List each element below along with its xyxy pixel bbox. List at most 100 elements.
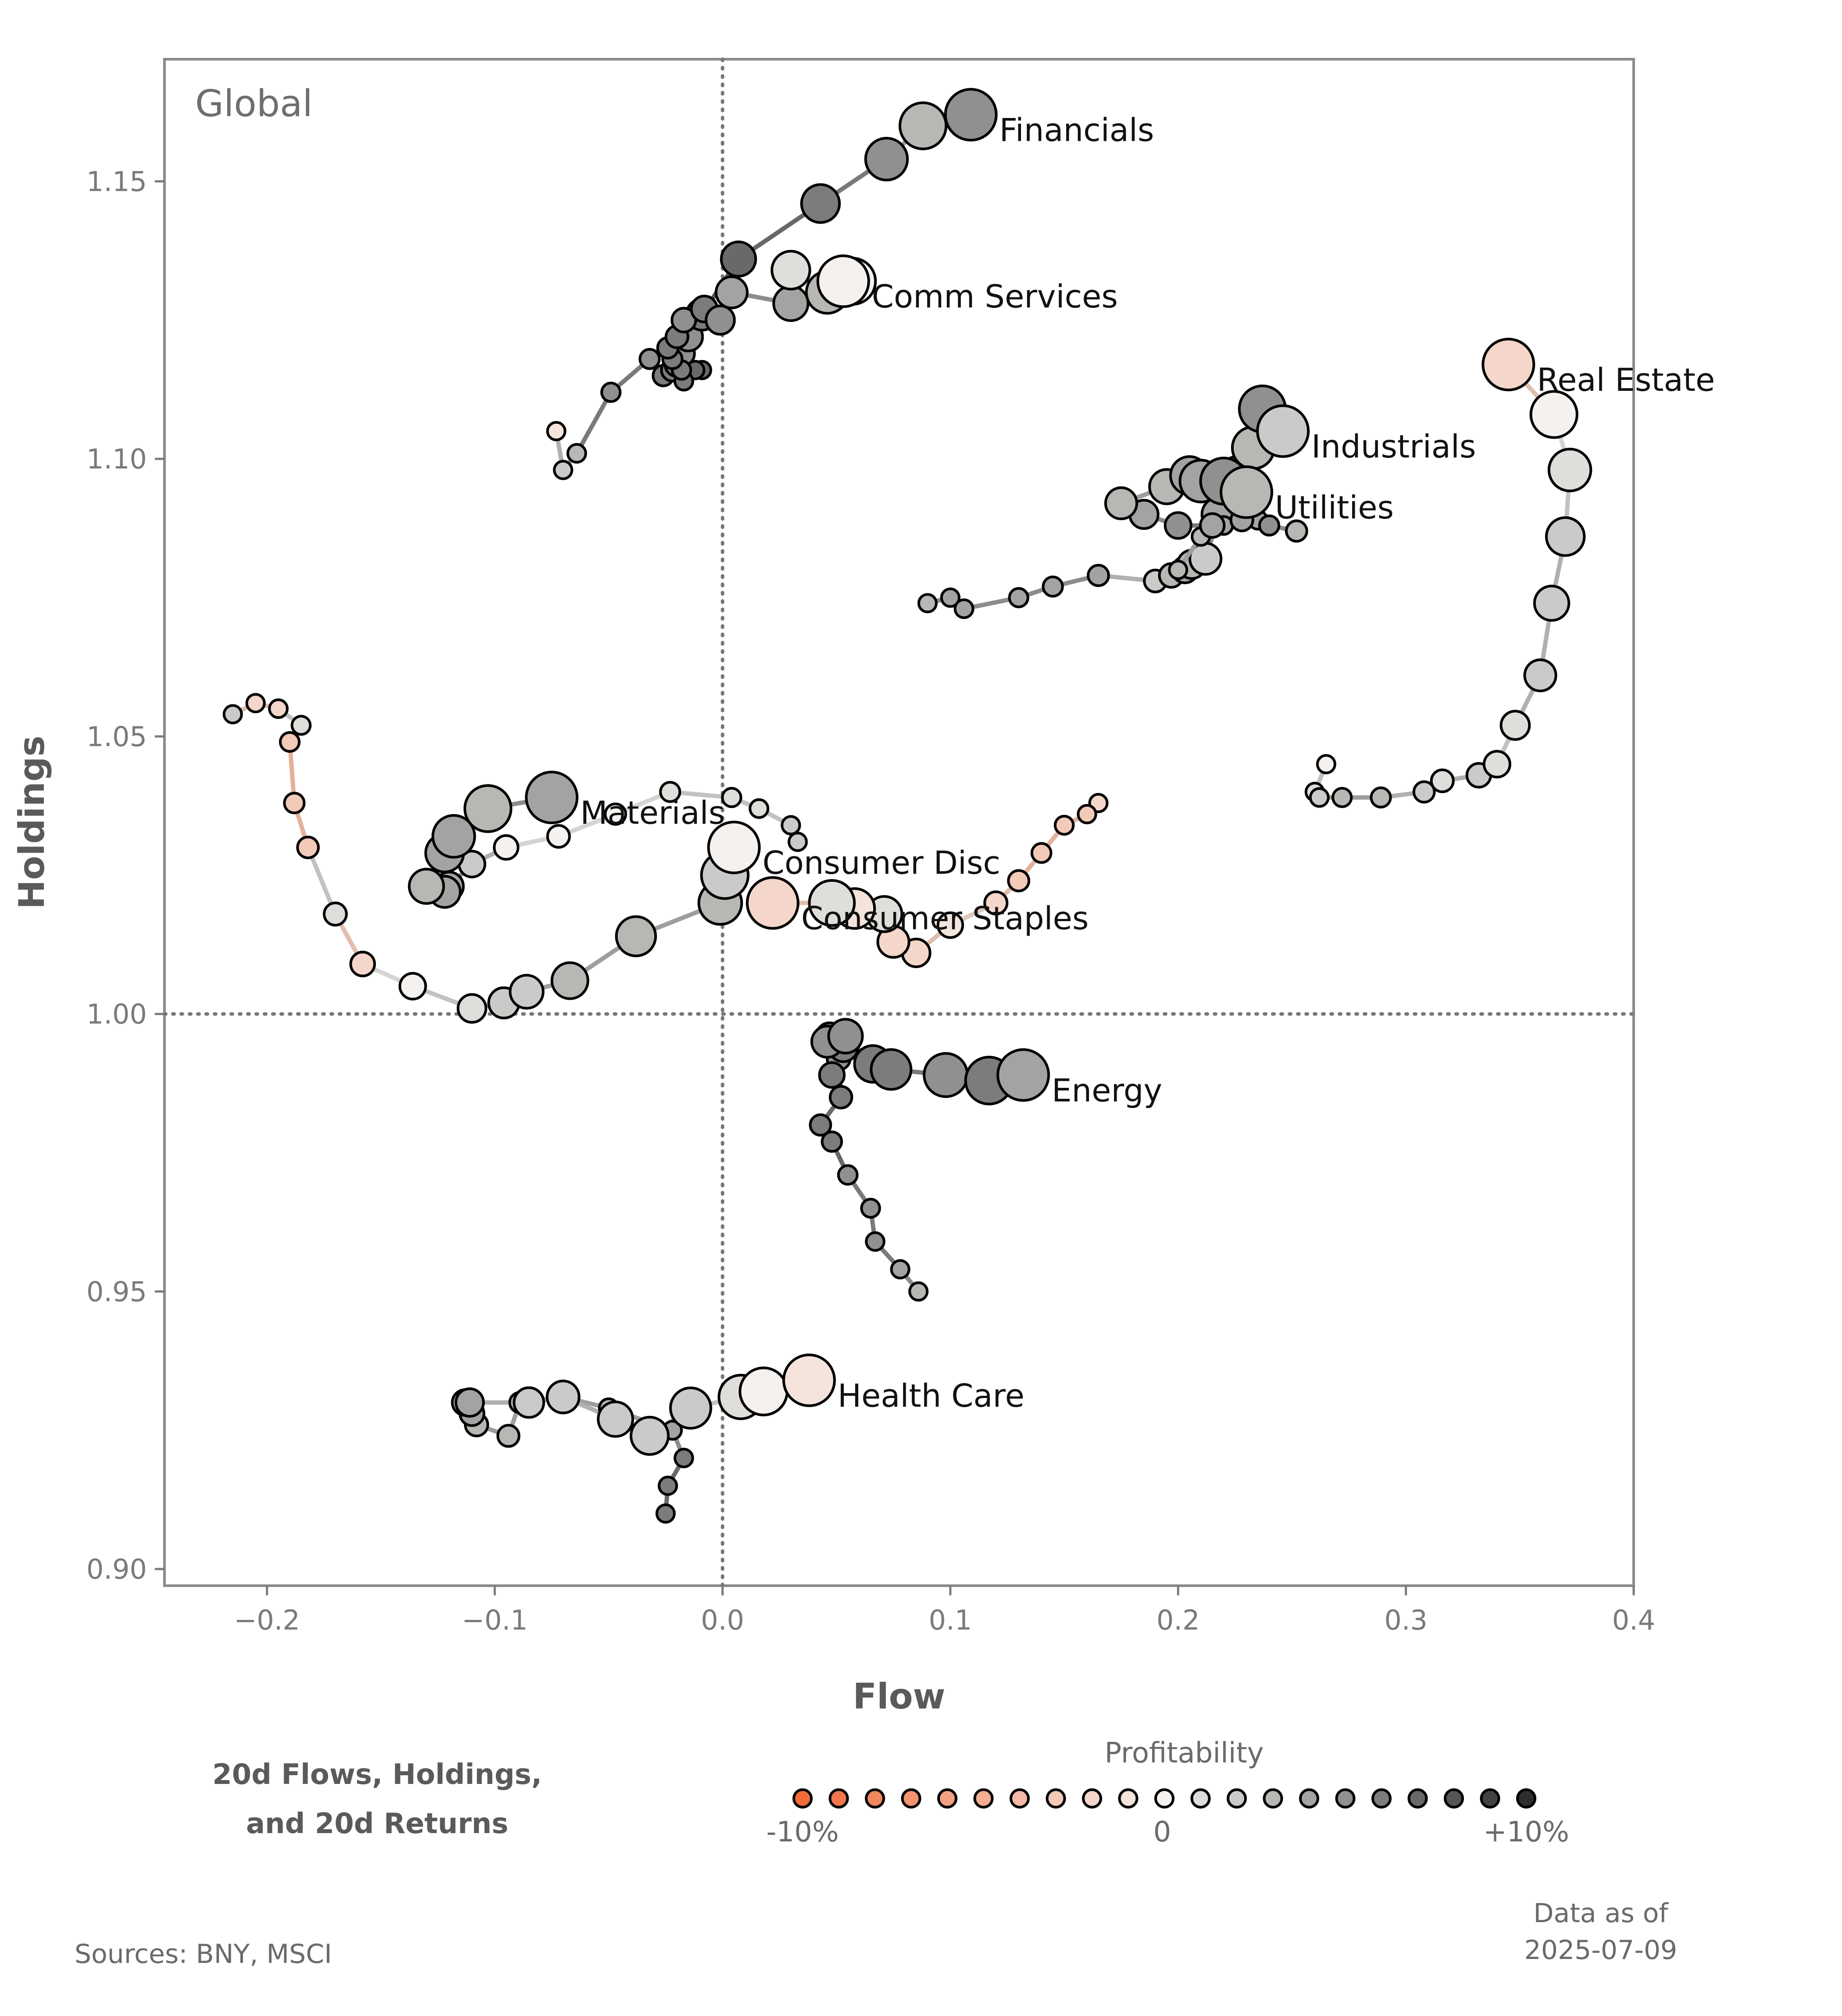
data-point <box>454 1387 485 1418</box>
legend-dot <box>1444 1788 1464 1809</box>
data-point <box>493 834 520 861</box>
data-point <box>898 101 948 150</box>
y-tick-label: 1.05 <box>86 721 147 753</box>
legend-dot <box>1010 1788 1030 1809</box>
series-label: Utilities <box>1275 489 1394 526</box>
data-point <box>864 137 909 182</box>
data-point <box>673 1448 694 1469</box>
data-point <box>1545 516 1586 557</box>
data-point <box>782 1353 836 1407</box>
data-point <box>1309 787 1330 808</box>
data-point <box>1430 769 1455 794</box>
data-point <box>279 731 301 753</box>
x-tick-label: 0.1 <box>929 1604 972 1636</box>
data-point <box>398 972 427 1001</box>
data-point <box>546 1380 581 1415</box>
data-point <box>1316 754 1336 775</box>
x-tick-label: 0.4 <box>1612 1604 1656 1636</box>
legend-dot <box>1335 1788 1356 1809</box>
legend-title: Profitability <box>1104 1737 1264 1769</box>
data-point <box>809 1113 832 1137</box>
data-point <box>596 1400 634 1438</box>
data-point <box>714 275 749 310</box>
legend-dot <box>1299 1788 1319 1809</box>
subtitle-line-1: 20d Flows, Holdings, <box>212 1759 542 1791</box>
data-point <box>1523 658 1557 693</box>
series-label: Consumer Disc <box>762 844 1000 881</box>
legend-dot <box>1371 1788 1392 1809</box>
data-point <box>659 781 682 803</box>
data-point <box>629 1415 670 1456</box>
data-point <box>1533 584 1571 622</box>
series-consumer-staples: Consumer Staples <box>746 793 1109 968</box>
legend-dot <box>973 1788 994 1809</box>
y-tick-label: 0.95 <box>86 1276 147 1308</box>
data-point <box>746 876 800 930</box>
legend-dot <box>1227 1788 1247 1809</box>
data-point <box>720 240 757 278</box>
data-point <box>771 250 811 291</box>
x-tick-label: 0.2 <box>1157 1604 1200 1636</box>
series-label: Health Care <box>838 1377 1025 1414</box>
data-point <box>509 974 545 1010</box>
data-point <box>222 704 243 725</box>
legend-label-min: -10% <box>766 1816 839 1848</box>
legend-dot <box>1263 1788 1283 1809</box>
series-consumer-disc: Consumer Disc <box>222 693 1000 1024</box>
data-point <box>1030 842 1053 864</box>
data-point <box>870 1048 913 1091</box>
data-point <box>550 961 589 1000</box>
chart-title: Global <box>195 82 313 125</box>
legend-dot <box>1082 1788 1102 1809</box>
data-point <box>1053 815 1075 836</box>
y-tick-label: 1.15 <box>86 165 147 197</box>
data-point <box>781 815 801 836</box>
data-point <box>496 1424 521 1448</box>
series-label: Comm Services <box>872 278 1118 315</box>
data-point <box>707 820 761 874</box>
legend-dot <box>1407 1788 1428 1809</box>
data-point <box>615 915 657 958</box>
data-point <box>566 443 587 464</box>
data-point <box>1482 750 1511 779</box>
data-point <box>749 798 770 819</box>
data-point <box>600 382 622 403</box>
series-materials: Materials <box>408 771 808 909</box>
data-point <box>1199 512 1226 539</box>
data-point <box>936 911 964 939</box>
data-point <box>800 183 841 224</box>
as-of-label: Data as of <box>1533 1898 1668 1929</box>
x-tick-label: −0.2 <box>234 1604 300 1636</box>
legend-dot <box>1480 1788 1500 1809</box>
data-point <box>268 698 289 719</box>
legend-dot <box>1154 1788 1174 1809</box>
data-point <box>818 1061 846 1089</box>
plot-area: −0.2 −0.1 0.0 0.1 0.2 0.3 0.4 0.90 0.95 1.00 1.05 1… <box>11 57 1715 1717</box>
data-point <box>1220 465 1274 519</box>
data-point <box>290 715 312 736</box>
data-point <box>546 824 571 849</box>
data-point <box>603 802 627 826</box>
data-point <box>721 786 743 808</box>
data-point <box>1007 869 1031 893</box>
data-as-of: Data as of 2025-07-09 <box>1447 1895 1754 1969</box>
legend-label-mid: 0 <box>1153 1816 1171 1848</box>
data-point <box>1104 486 1138 520</box>
data-point <box>655 1503 676 1524</box>
data-point <box>940 587 960 608</box>
series-real-estate: Real Estate <box>1304 338 1715 809</box>
data-point <box>1499 710 1531 741</box>
series-label: Industrials <box>1311 428 1476 465</box>
data-point <box>1258 514 1281 537</box>
trail-segment <box>575 390 613 456</box>
data-point <box>1412 780 1436 804</box>
series-label: Real Estate <box>1537 361 1715 398</box>
data-point <box>431 814 476 859</box>
data-point <box>827 1018 864 1054</box>
data-point <box>283 792 306 815</box>
data-point <box>1087 564 1110 587</box>
series-label: Materials <box>580 794 725 831</box>
y-axis-title: Holdings <box>11 736 52 909</box>
data-point <box>1168 560 1189 580</box>
